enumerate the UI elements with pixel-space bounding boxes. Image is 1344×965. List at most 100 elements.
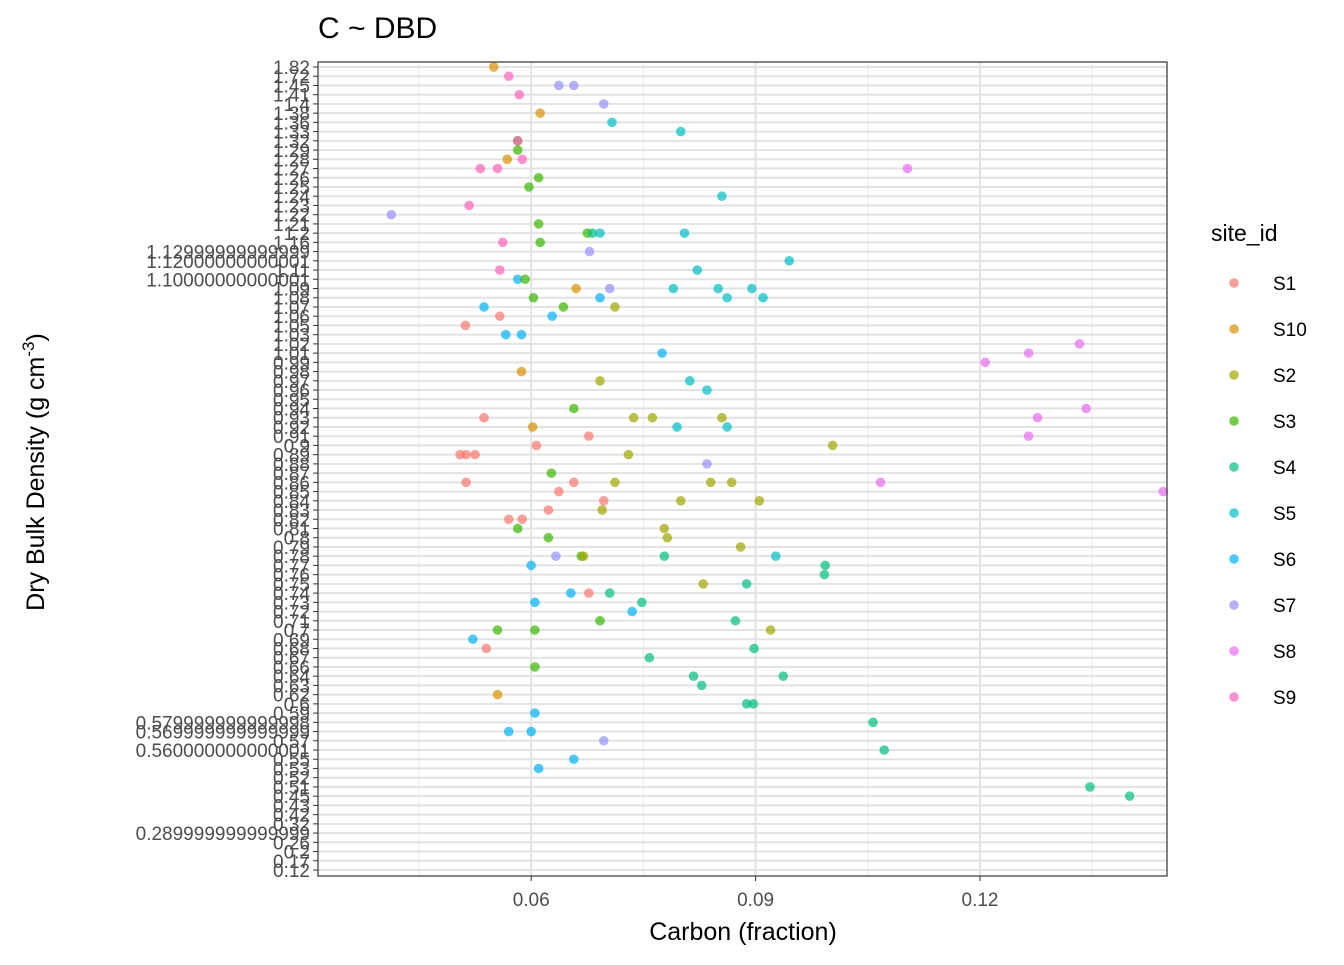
data-point-s6 bbox=[627, 606, 637, 617]
y-tick-label: 1.24 bbox=[273, 187, 310, 208]
grid-lines bbox=[318, 62, 1167, 876]
y-tick-label: 1.72 bbox=[273, 67, 310, 88]
legend-key-s8 bbox=[1229, 646, 1239, 656]
legend-key-s4 bbox=[1229, 462, 1239, 472]
data-point-s10 bbox=[502, 154, 513, 165]
y-tick-label: 0.87 bbox=[273, 464, 310, 485]
y-tick-label: 0.42 bbox=[273, 806, 310, 827]
y-tick-label: 0.82 bbox=[273, 510, 310, 531]
data-point-s2 bbox=[597, 505, 608, 515]
data-point-s7 bbox=[604, 283, 615, 294]
data-point-s9 bbox=[517, 154, 528, 165]
data-point-s9 bbox=[492, 163, 503, 174]
y-tick-label: 1.02 bbox=[273, 335, 310, 356]
legend-key-s7 bbox=[1229, 600, 1239, 610]
data-point-s9 bbox=[503, 71, 514, 82]
legend-key-s5 bbox=[1229, 508, 1239, 518]
data-point-s3 bbox=[533, 219, 544, 229]
y-tick-label: 0.55 bbox=[273, 750, 310, 771]
y-tick-label: 1.82 bbox=[273, 58, 310, 79]
data-point-s5 bbox=[675, 126, 686, 137]
data-point-s8 bbox=[875, 477, 886, 488]
data-point-s5 bbox=[702, 385, 712, 395]
data-point-s9 bbox=[475, 163, 486, 174]
data-point-s4 bbox=[688, 671, 699, 681]
y-tick-label: 1.21 bbox=[273, 215, 310, 236]
data-point-s2 bbox=[595, 376, 605, 386]
legend-label-s8: S8 bbox=[1273, 642, 1296, 663]
y-tick-label: 1.36 bbox=[273, 113, 310, 134]
data-point-s5 bbox=[672, 422, 682, 432]
y-tick-label: 0.78 bbox=[273, 547, 310, 568]
x-axis-label: Carbon (fraction) bbox=[649, 918, 837, 946]
data-point-s3 bbox=[524, 182, 534, 192]
y-tick-label: 1.10000000000001 bbox=[146, 270, 310, 291]
data-point-s2 bbox=[717, 412, 727, 423]
data-point-s2 bbox=[647, 412, 658, 423]
y-tick-label: 1.01 bbox=[273, 344, 310, 365]
y-tick-label: 0.12 bbox=[273, 861, 310, 882]
data-point-s2 bbox=[628, 412, 639, 423]
data-point-s9 bbox=[497, 237, 508, 248]
y-axis-label-close: ) bbox=[22, 333, 50, 341]
y-tick-label: 1.12999999999999 bbox=[146, 243, 310, 264]
y-tick-label: 0.51 bbox=[273, 778, 310, 799]
data-point-s7 bbox=[598, 99, 609, 109]
legend-label-s4: S4 bbox=[1273, 458, 1297, 479]
data-point-s5 bbox=[684, 376, 695, 386]
y-tick-label: 0.17 bbox=[273, 852, 310, 873]
y-tick-label: 0.569999999999999 bbox=[136, 723, 310, 744]
legend-label-s9: S9 bbox=[1273, 688, 1296, 709]
y-tick-label: 0.96 bbox=[273, 381, 310, 402]
y-tick-label: 0.64 bbox=[273, 667, 310, 688]
data-point-s5 bbox=[595, 228, 605, 238]
y-tick-label: 1.23 bbox=[273, 196, 310, 217]
data-point-s2 bbox=[726, 477, 737, 488]
y-tick-label: 1.11 bbox=[274, 261, 310, 282]
data-point-s9 bbox=[494, 265, 505, 275]
plot-panel-border bbox=[317, 61, 1168, 877]
y-tick-label: 0.26 bbox=[273, 833, 310, 854]
data-point-s3 bbox=[535, 237, 545, 248]
data-point-s1 bbox=[461, 449, 471, 460]
x-tick-label: 0.06 bbox=[513, 890, 550, 911]
data-point-s5 bbox=[747, 283, 757, 294]
data-point-s1 bbox=[531, 440, 542, 451]
y-tick-label: 0.6 bbox=[284, 695, 310, 716]
legend-key-s9 bbox=[1229, 692, 1239, 702]
y-tick-label: 0.69 bbox=[273, 630, 310, 651]
y-tick-label: 0.77 bbox=[273, 556, 310, 577]
data-point-s6 bbox=[657, 348, 667, 358]
y-tick-label: 1.09 bbox=[273, 280, 310, 301]
y-tick-label: 1.12000000000001 bbox=[146, 252, 310, 273]
y-tick-label: 1.38 bbox=[273, 104, 310, 125]
data-point-s8 bbox=[1023, 431, 1034, 441]
data-point-s2 bbox=[735, 542, 746, 552]
data-point-s4 bbox=[820, 560, 830, 571]
y-tick-label: 1.26 bbox=[273, 169, 310, 190]
y-tick-label: 0.9 bbox=[284, 436, 310, 457]
data-point-s3 bbox=[546, 468, 557, 478]
data-point-s6 bbox=[503, 726, 514, 737]
y-tick-label: 0.71 bbox=[273, 612, 310, 633]
y-tick-label: 0.579999999999998 bbox=[136, 713, 310, 734]
data-point-s2 bbox=[765, 625, 776, 635]
data-point-s5 bbox=[722, 292, 732, 303]
data-point-s5 bbox=[679, 228, 690, 238]
data-point-s9 bbox=[512, 136, 523, 146]
data-point-s8 bbox=[902, 163, 913, 174]
y-tick-label: 0.85 bbox=[273, 483, 310, 504]
data-point-s6 bbox=[530, 597, 540, 608]
x-tick-label: 0.12 bbox=[962, 890, 999, 911]
data-point-s10 bbox=[488, 62, 499, 72]
y-axis-label-main: Dry Bulk Density (g cm bbox=[22, 357, 50, 611]
y-tick-label: 0.73 bbox=[273, 593, 310, 614]
data-point-s3 bbox=[569, 403, 579, 414]
y-tick-label: 0.91 bbox=[273, 427, 310, 448]
data-point-s4 bbox=[587, 228, 598, 238]
y-tick-label: 0.86 bbox=[273, 473, 310, 494]
data-point-s2 bbox=[659, 523, 670, 534]
data-point-s3 bbox=[512, 523, 523, 534]
y-tick-label: 0.94 bbox=[273, 400, 310, 421]
